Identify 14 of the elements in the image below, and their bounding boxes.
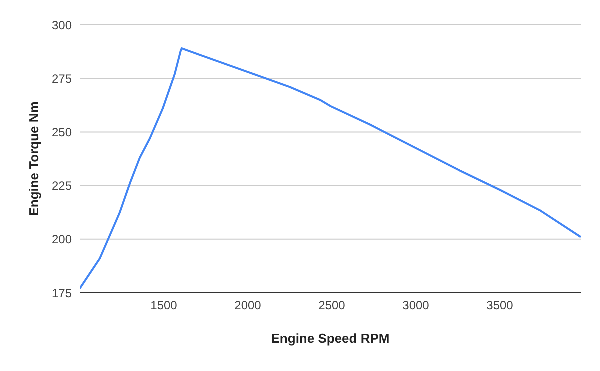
- y-tick-label: 225: [52, 179, 72, 194]
- y-tick-label: 300: [52, 18, 72, 32]
- x-tick-label: 1500: [150, 298, 178, 313]
- x-tick-label: 2500: [318, 298, 346, 313]
- x-axis-title: Engine Speed RPM: [271, 331, 390, 346]
- y-tick-label: 275: [52, 72, 72, 86]
- x-tick-label: 3000: [402, 298, 430, 313]
- x-tick-label: 3500: [486, 298, 514, 313]
- x-tick-label: 2000: [234, 298, 262, 313]
- y-axis-title: Engine Torque Nm: [26, 102, 42, 216]
- y-tick-label: 250: [52, 125, 72, 140]
- line-series: [80, 48, 581, 290]
- y-tick-label: 175: [52, 286, 72, 300]
- y-tick-label: 200: [52, 232, 72, 247]
